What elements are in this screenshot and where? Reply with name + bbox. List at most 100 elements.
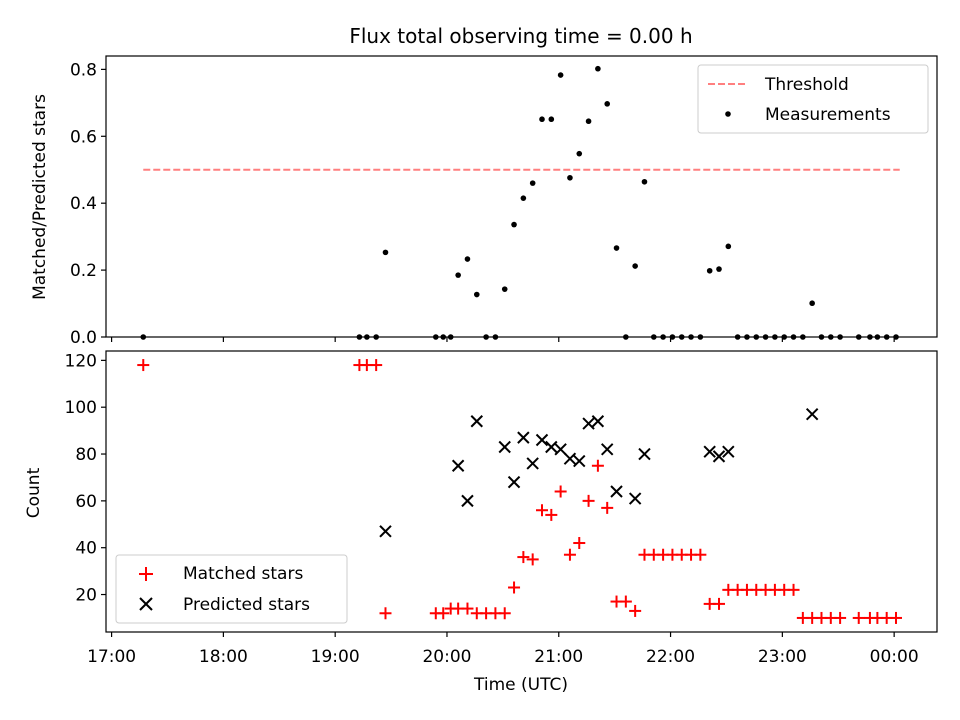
matched-star-point: [137, 359, 150, 372]
bottom-y-axis-label: Count: [24, 467, 44, 518]
bottom-x-tick-label: 00:00: [870, 647, 919, 667]
predicted-star-point: [507, 475, 521, 489]
predicted-star-point: [712, 450, 726, 463]
top-y-tick-label: 0.0: [70, 328, 97, 348]
measurements-legend-label: Measurements: [765, 105, 891, 125]
x-axis-label: Time (UTC): [473, 675, 568, 695]
bottom-panel: Count Time (UTC) 20 40 60 80 100 120 17:00 18:0…: [24, 350, 938, 695]
matched-star-point: [694, 548, 707, 561]
predicted-star-point: [451, 459, 465, 472]
matched-star-point: [379, 607, 392, 620]
predicted-star-point: [573, 454, 586, 468]
measurement-point: [520, 195, 527, 201]
measurement-point: [539, 116, 545, 123]
bottom-y-tick-label: 100: [65, 398, 97, 418]
predicted-star-point: [461, 494, 474, 508]
matched-star-point: [852, 611, 865, 624]
predicted-star-point: [498, 440, 511, 454]
predicted-star-point: [805, 408, 819, 421]
measurement-point: [809, 300, 815, 307]
matched-star-point: [545, 508, 558, 521]
predicted-star-point: [591, 415, 605, 428]
matched-stars-legend-label: Matched stars: [183, 564, 303, 584]
predicted-star-point: [638, 447, 651, 461]
bottom-x-tick-label: 18:00: [199, 647, 248, 667]
measurement-point: [464, 256, 471, 262]
measurement-point: [511, 221, 517, 228]
measurement-point: [557, 72, 564, 78]
predicted-star-point: [563, 452, 577, 465]
matched-star-point: [573, 537, 586, 550]
matched-stars-legend-swatch: [139, 567, 153, 581]
predicted-star-point: [722, 445, 735, 458]
measurement-point: [529, 180, 536, 186]
bottom-y-tick-label: 60: [75, 492, 97, 512]
predicted-star-point: [628, 492, 642, 505]
matched-star-point: [508, 581, 521, 594]
matched-star-point: [563, 548, 576, 561]
predicted-stars-legend-label: Predicted stars: [183, 595, 310, 615]
matched-star-point: [461, 602, 474, 615]
top-y-tick-label: 0.2: [70, 261, 97, 281]
bottom-axis-ticks: 20 40 60 80 100 120 17:00 18:00 19:00 20:00 21:00 2…: [65, 351, 919, 667]
predicted-star-point: [379, 525, 392, 538]
measurement-point: [585, 118, 592, 125]
measurement-point: [567, 174, 573, 181]
matched-star-point: [517, 551, 530, 564]
measurement-point: [632, 263, 638, 269]
measurement-point: [595, 65, 601, 72]
bottom-x-tick-label: 22:00: [646, 647, 695, 667]
top-y-axis-label: Matched/Predicted stars: [30, 94, 50, 300]
bottom-legend: Matched stars Predicted stars: [115, 554, 348, 624]
bottom-y-tick-label: 80: [75, 445, 97, 465]
bottom-y-tick-label: 120: [65, 351, 97, 371]
predicted-star-point: [470, 415, 483, 428]
bottom-x-tick-label: 21:00: [534, 647, 583, 667]
predicted-star-point: [517, 431, 530, 444]
measurement-point: [604, 101, 611, 107]
top-chart-title: Flux total observing time = 0.00 h: [349, 24, 692, 48]
top-axes-frame: [105, 55, 938, 338]
measurement-point: [382, 249, 389, 256]
predicted-star-point: [545, 440, 558, 454]
bottom-y-tick-label: 40: [75, 539, 97, 559]
predicted-star-point: [535, 433, 549, 447]
matched-star-point: [526, 553, 539, 566]
measurement-point: [501, 286, 508, 292]
matched-star-point: [498, 607, 511, 620]
measurement-point: [725, 243, 732, 250]
measurements-legend-swatch: [725, 111, 731, 117]
matched-star-point: [713, 597, 726, 610]
count-points-layer: [137, 359, 903, 624]
matched-star-point: [629, 604, 642, 617]
measurement-point: [473, 291, 480, 298]
top-y-tick-label: 0.6: [70, 127, 97, 147]
matched-star-point: [834, 611, 847, 624]
bottom-y-tick-label: 20: [75, 586, 97, 606]
bottom-x-tick-label: 19:00: [311, 647, 360, 667]
top-panel: Flux total observing time = 0.00 h Match…: [30, 24, 938, 348]
predicted-stars-legend-swatch: [139, 597, 153, 611]
bottom-axes-frame: [105, 350, 938, 633]
predicted-star-point: [601, 443, 614, 456]
matched-star-point: [370, 359, 383, 372]
measurement-point: [576, 150, 583, 157]
matched-star-point: [591, 459, 604, 472]
matched-star-point: [554, 485, 567, 498]
measurement-point: [455, 272, 461, 278]
top-y-tick-label: 0.8: [70, 60, 97, 80]
predicted-star-point: [610, 485, 623, 498]
predicted-star-point: [554, 443, 567, 456]
matched-star-point: [535, 504, 548, 517]
measurement-point: [641, 178, 648, 185]
predicted-star-point: [703, 445, 716, 458]
top-legend-box: [697, 64, 929, 134]
predicted-star-point: [582, 417, 595, 430]
measurement-point: [716, 266, 722, 272]
predicted-star-point: [526, 457, 539, 470]
bottom-legend-box: [115, 554, 348, 624]
bottom-x-tick-label: 17:00: [87, 647, 136, 667]
measurement-point: [706, 267, 713, 274]
threshold-legend-label: Threshold: [764, 75, 849, 95]
